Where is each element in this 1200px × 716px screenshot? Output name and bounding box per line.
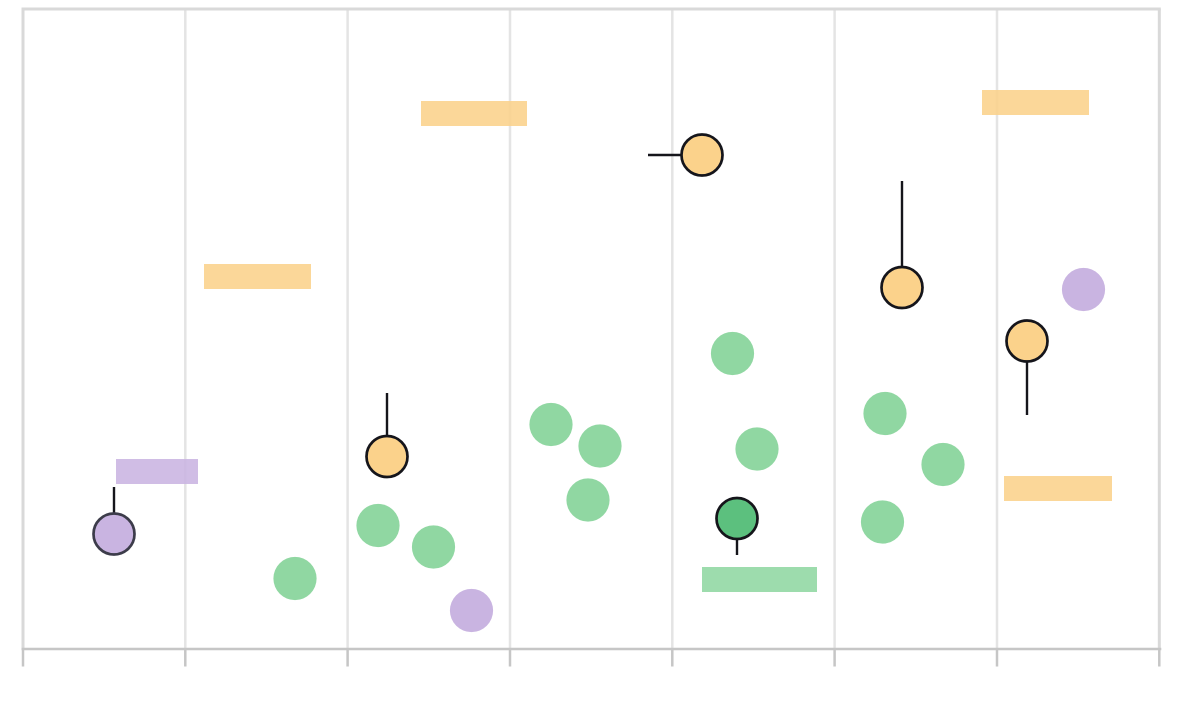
data-point <box>1061 267 1106 312</box>
bar <box>421 101 527 126</box>
bar <box>1004 476 1112 501</box>
bar <box>116 459 198 484</box>
data-point <box>411 525 456 569</box>
data-point <box>1005 319 1049 363</box>
data-point <box>680 133 724 177</box>
data-point <box>566 478 610 522</box>
data-point <box>273 556 317 601</box>
data-point <box>735 427 779 471</box>
data-point <box>715 496 759 541</box>
data-point <box>863 391 907 436</box>
data-point <box>710 331 755 376</box>
data-point <box>529 402 573 447</box>
data-point <box>365 434 409 479</box>
data-point <box>860 500 905 544</box>
bar <box>204 264 311 289</box>
data-point <box>449 588 494 633</box>
data-point <box>578 424 622 468</box>
bar <box>702 567 817 592</box>
bar <box>982 90 1089 115</box>
data-point <box>92 512 136 556</box>
data-point <box>921 442 965 487</box>
data-point <box>356 503 400 548</box>
data-point <box>880 265 924 310</box>
